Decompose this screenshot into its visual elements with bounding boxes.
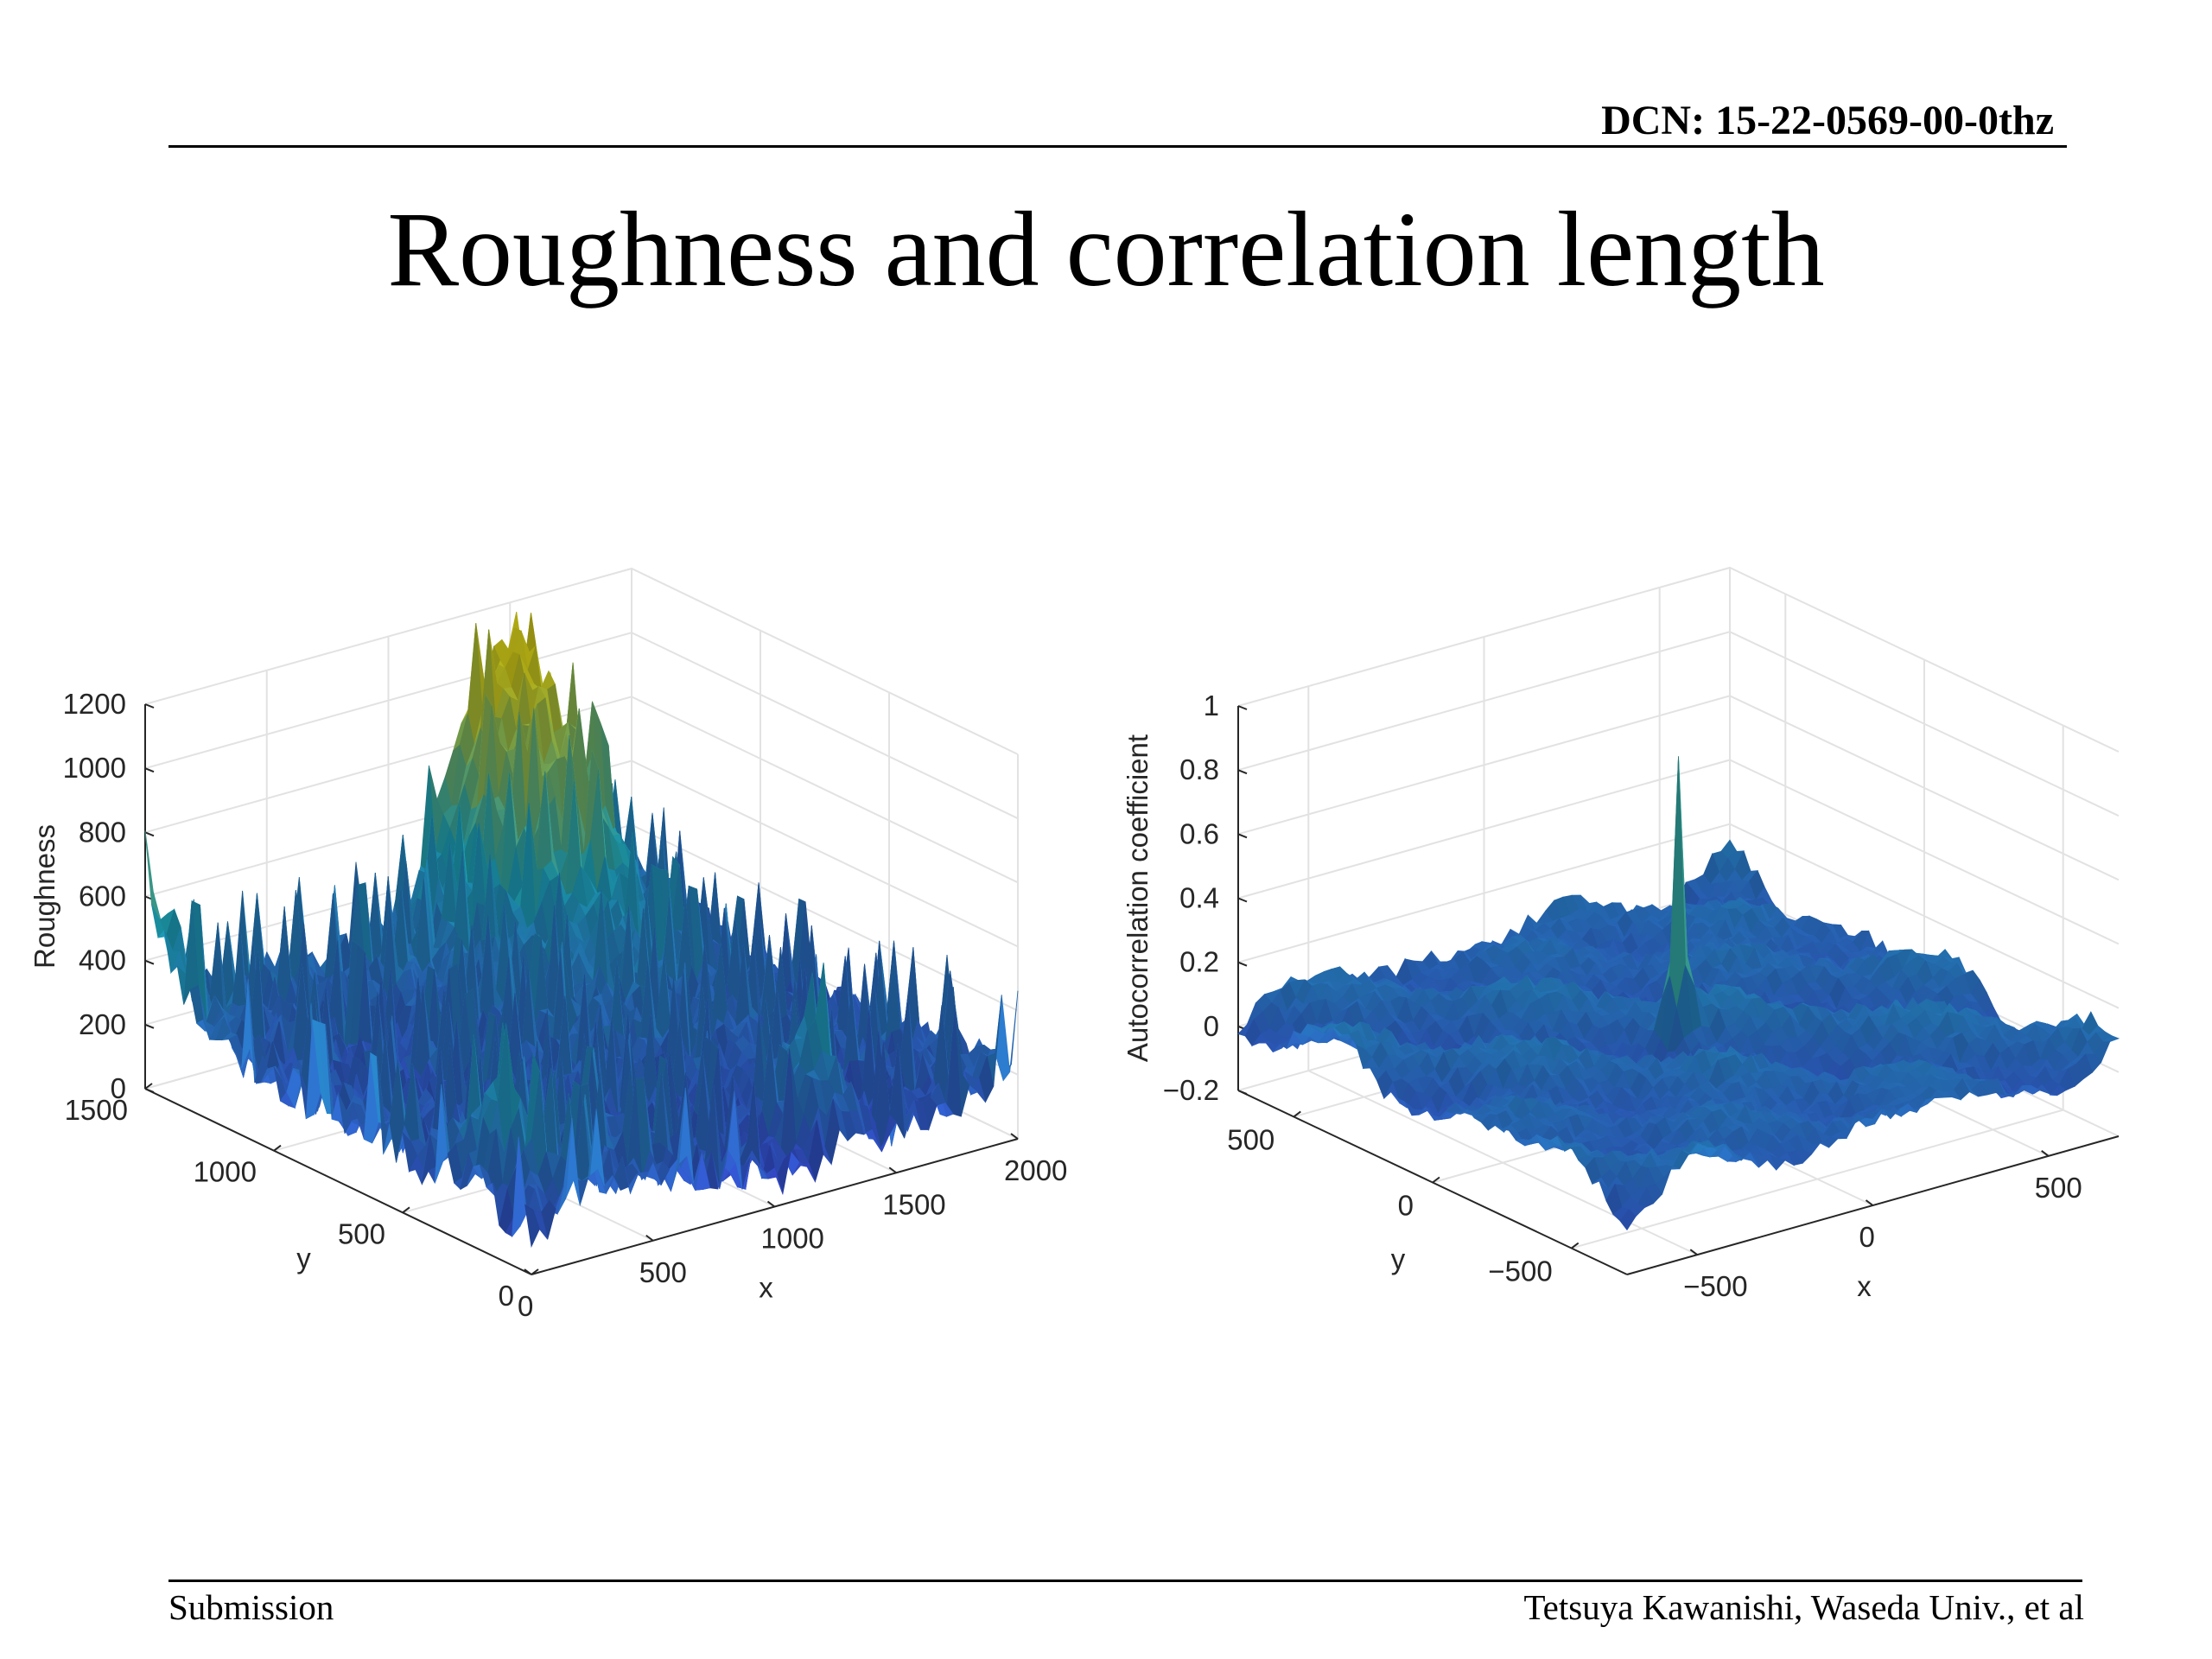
- grid-line: [1237, 566, 2120, 753]
- z-tick: [1237, 769, 1248, 775]
- z-tick: [144, 831, 155, 837]
- x-tick-label: 500: [2035, 1172, 2082, 1204]
- surface: [144, 612, 1019, 1249]
- y-tick: [144, 1083, 153, 1090]
- y-tick: [273, 1144, 282, 1152]
- z-tick-label: 0.4: [1179, 882, 1219, 914]
- z-tick-label: −0.2: [1163, 1074, 1219, 1106]
- y-axis-label: y: [1391, 1243, 1406, 1275]
- z-tick: [144, 1023, 155, 1029]
- x-axis-label: x: [1857, 1270, 1872, 1302]
- y-tick-label: 0: [499, 1280, 514, 1312]
- x-tick-label: 2000: [1004, 1154, 1067, 1186]
- header-rule: [168, 145, 2067, 148]
- z-tick-label: 0: [111, 1072, 126, 1104]
- y-tick-label: 1500: [65, 1094, 128, 1126]
- z-tick-label: 1000: [63, 752, 126, 784]
- x-tick-label: 0: [1859, 1221, 1875, 1253]
- z-tick-label: 200: [79, 1008, 126, 1040]
- z-tick: [1237, 833, 1248, 839]
- z-tick-label: 800: [79, 816, 126, 848]
- x-tick-label: 500: [639, 1256, 687, 1288]
- z-tick: [1237, 897, 1248, 903]
- surface: [1237, 756, 2120, 1231]
- y-tick: [402, 1206, 410, 1214]
- slide-title: Roughness and correlation length: [387, 190, 1825, 308]
- x-tick: [645, 1234, 654, 1242]
- z-tick: [144, 959, 155, 965]
- z-axis-label: Roughness: [29, 824, 60, 969]
- document-number: DCN: 15-22-0569-00-0thz: [1601, 98, 2054, 143]
- z-tick-label: 400: [79, 944, 126, 976]
- x-tick-label: −500: [1683, 1270, 1747, 1302]
- z-tick-label: 0.2: [1179, 946, 1219, 978]
- y-tick-label: 500: [338, 1217, 385, 1249]
- x-axis-label: x: [759, 1272, 773, 1304]
- z-tick: [144, 1088, 155, 1093]
- z-tick: [144, 767, 155, 773]
- z-tick-label: 600: [79, 880, 126, 912]
- y-tick-label: 0: [1398, 1190, 1414, 1222]
- z-axis-label: Autocorrelation coefficient: [1122, 734, 1154, 1062]
- y-tick-label: 1000: [194, 1156, 257, 1188]
- y-axis-label: y: [296, 1243, 311, 1274]
- z-tick-label: 1200: [63, 688, 126, 720]
- y-tick-label: −500: [1488, 1255, 1552, 1287]
- z-tick-label: 1: [1204, 690, 1219, 721]
- x-tick: [1010, 1133, 1019, 1140]
- z-tick-label: 0.8: [1179, 753, 1219, 785]
- x-tick-label: 1000: [761, 1223, 824, 1255]
- z-tick: [144, 703, 155, 709]
- z-tick-label: 0.6: [1179, 817, 1219, 849]
- y-tick: [531, 1268, 539, 1275]
- x-tick: [524, 1268, 532, 1275]
- y-tick-label: 500: [1227, 1123, 1274, 1155]
- x-tick: [888, 1166, 897, 1174]
- x-tick: [766, 1200, 776, 1208]
- z-tick-label: 0: [1204, 1010, 1219, 1042]
- x-tick-label: 1500: [882, 1188, 945, 1220]
- z-tick: [1237, 961, 1248, 967]
- z-tick: [1237, 705, 1248, 710]
- x-tick-label: 0: [518, 1290, 533, 1322]
- y-axis-line: [144, 1088, 532, 1275]
